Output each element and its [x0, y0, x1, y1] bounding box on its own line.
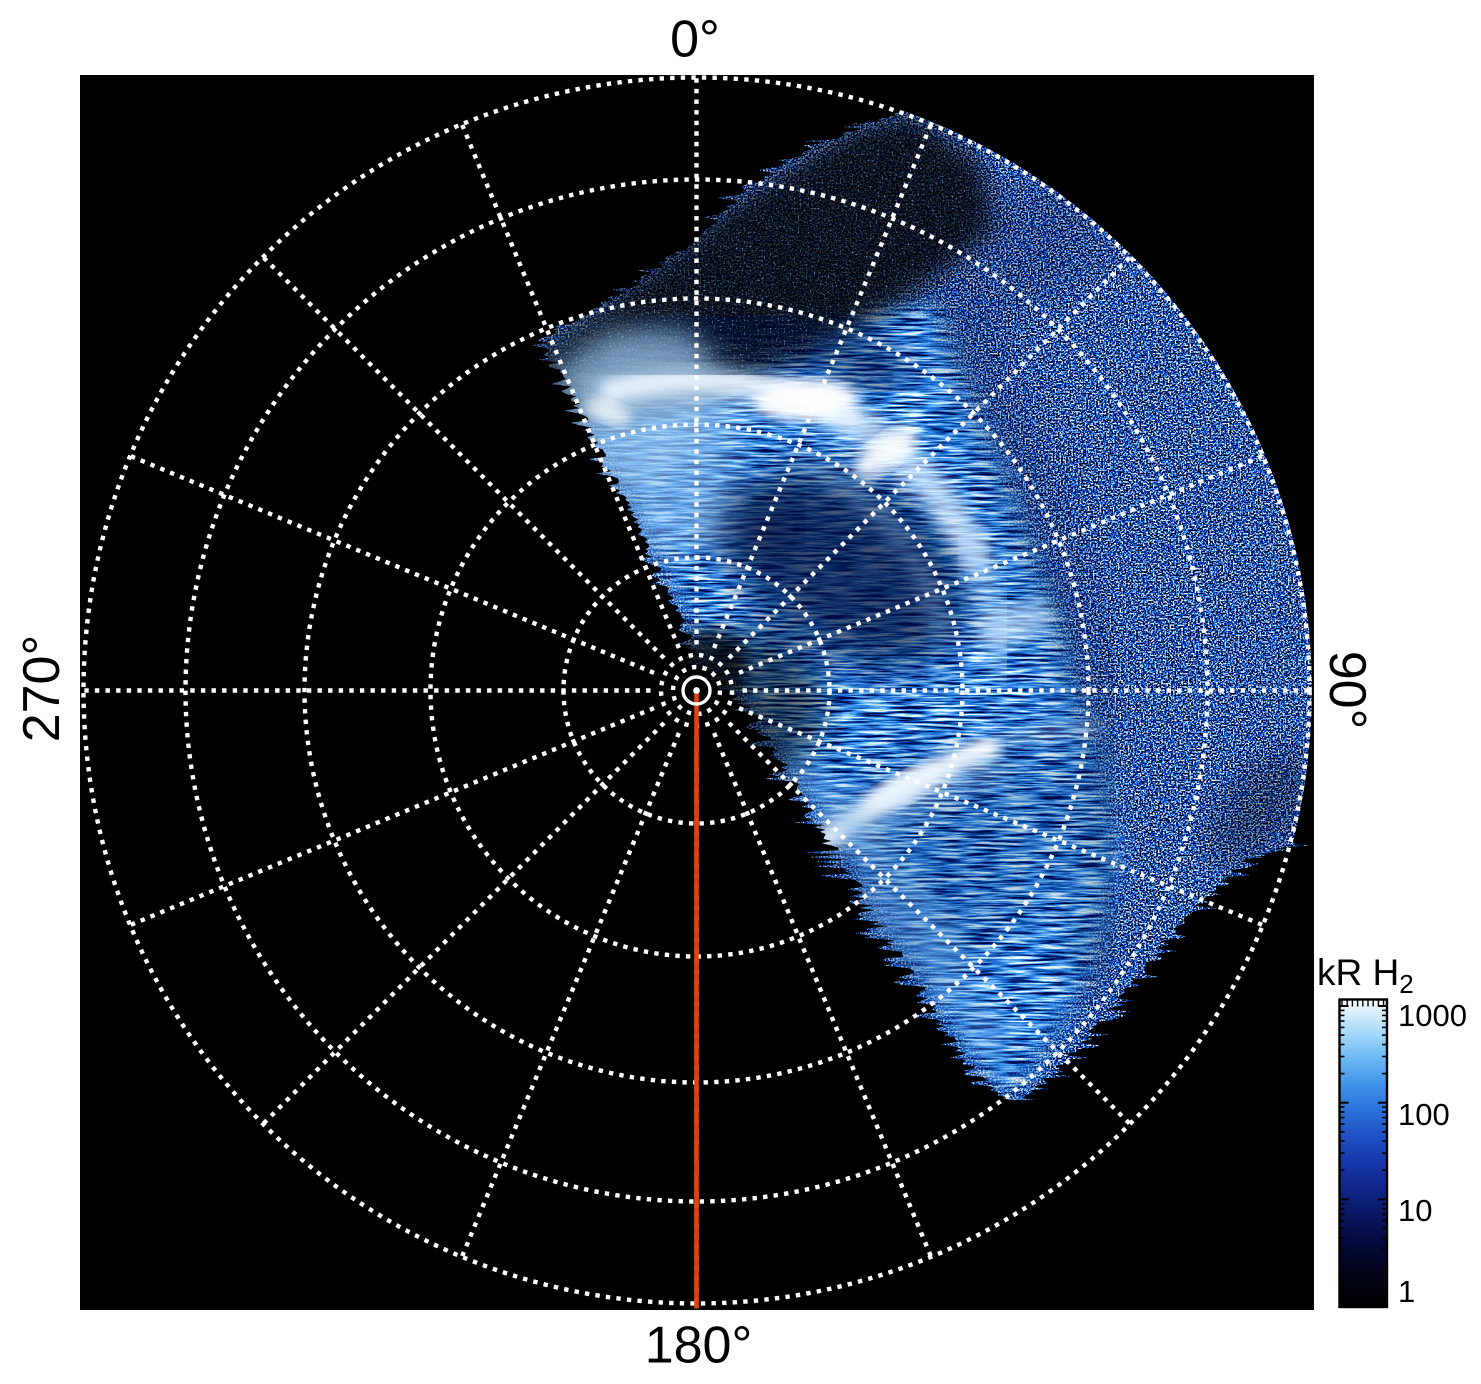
- svg-text:10: 10: [1398, 1193, 1432, 1228]
- svg-text:270°: 270°: [13, 635, 71, 743]
- svg-text:180°: 180°: [645, 1316, 753, 1374]
- svg-text:1000: 1000: [1398, 998, 1467, 1033]
- svg-text:100: 100: [1398, 1097, 1450, 1132]
- svg-text:0°: 0°: [670, 10, 720, 68]
- svg-text:1: 1: [1398, 1274, 1415, 1309]
- svg-text:90°: 90°: [1318, 651, 1376, 730]
- svg-text:kR H2: kR H2: [1317, 952, 1414, 999]
